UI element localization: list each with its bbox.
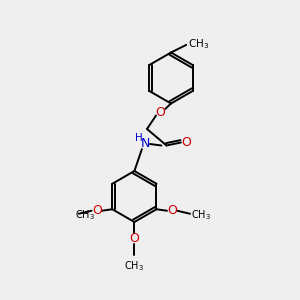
Text: O: O [156,106,165,119]
Text: CH$_3$: CH$_3$ [124,260,144,273]
Text: H: H [135,133,143,143]
Text: O: O [181,136,191,149]
Text: N: N [141,137,151,151]
Text: O: O [92,204,102,217]
Text: CH$_3$: CH$_3$ [75,208,95,221]
Text: CH$_3$: CH$_3$ [191,208,211,221]
Text: O: O [130,232,139,245]
Text: O: O [167,204,177,217]
Text: CH$_3$: CH$_3$ [188,38,209,51]
